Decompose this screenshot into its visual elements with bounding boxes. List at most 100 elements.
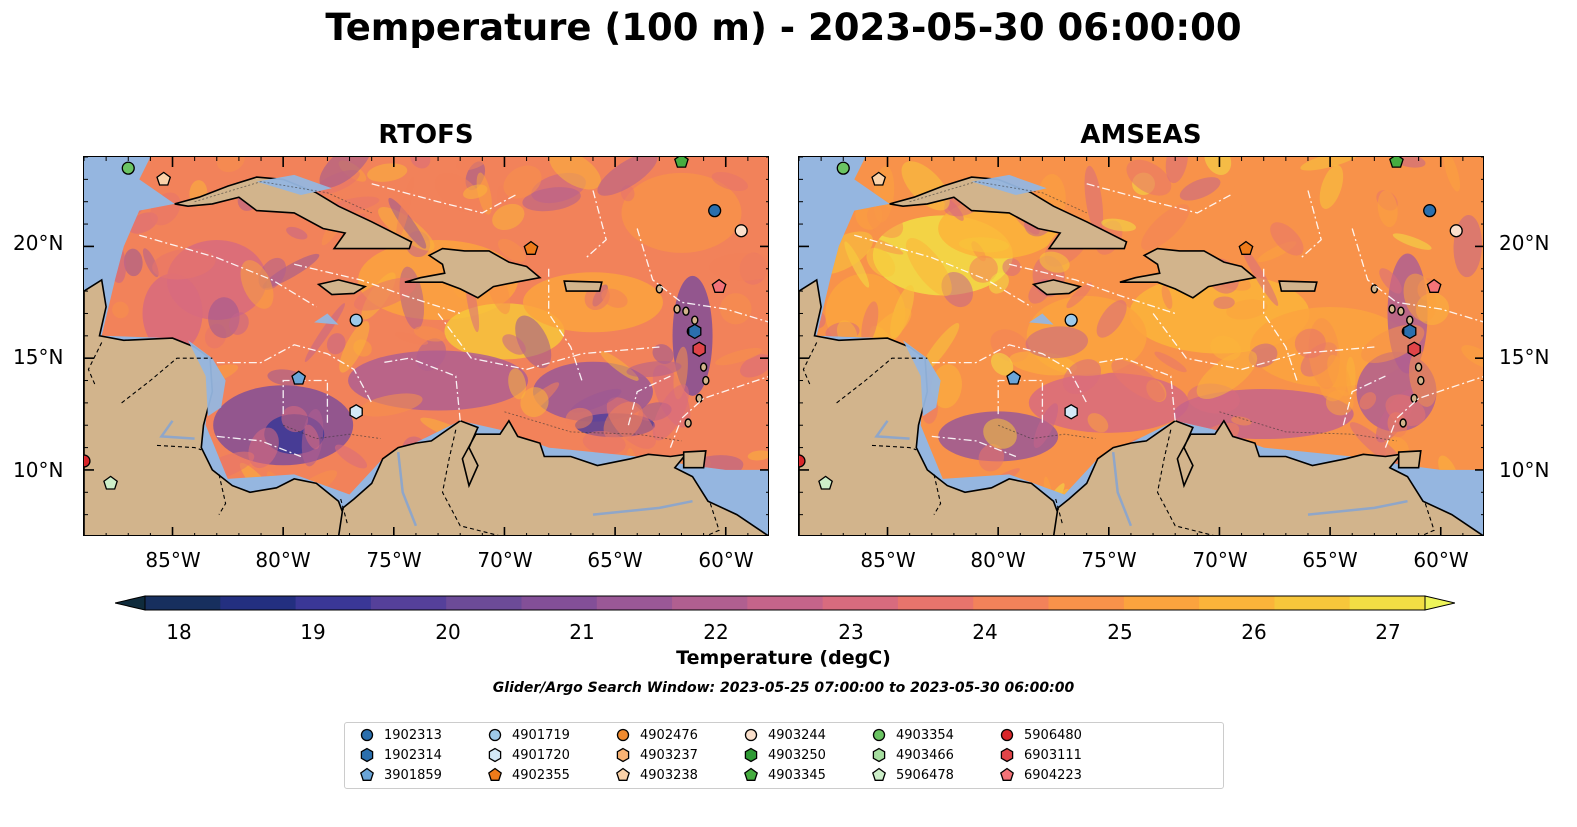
- platform-5906478-marker[interactable]: [818, 475, 833, 490]
- platform-4901719-marker[interactable]: [349, 313, 363, 327]
- legend-marker-4902476: [616, 728, 630, 742]
- platform-4901720-marker[interactable]: [1064, 404, 1078, 420]
- platform-4901720-marker[interactable]: [349, 404, 363, 420]
- legend-label: 6904223: [1024, 767, 1082, 783]
- legend-marker-4901719: [488, 728, 502, 742]
- land-puertoRico: [1278, 280, 1318, 292]
- legend-item-4903244: 4903244: [743, 726, 826, 744]
- platform-1902313-marker[interactable]: [708, 204, 722, 218]
- platform-4903345-marker[interactable]: [1389, 157, 1404, 168]
- platform-4903244-marker[interactable]: [734, 224, 748, 238]
- lon-label-80w-left: 80°W: [255, 548, 311, 572]
- legend-item-4903466: 4903466: [871, 746, 954, 764]
- legend-label: 4903345: [768, 767, 826, 783]
- circle-marker-icon: [1000, 728, 1014, 742]
- hexagon-marker-icon: [744, 747, 758, 763]
- land-hispaniola: [404, 247, 542, 299]
- lat-label-15n-left: 15°N: [13, 345, 64, 369]
- platform-5906480-marker[interactable]: [84, 454, 91, 468]
- legend-item-4903345: 4903345: [743, 766, 826, 784]
- pentagon-marker-icon: [616, 767, 630, 781]
- land-puertoRico: [563, 280, 603, 292]
- legend-item-1902314: 1902314: [359, 746, 442, 764]
- pentagon-marker-icon: [872, 767, 886, 781]
- legend-marker-4903345: [744, 767, 758, 781]
- lon-label-85w-right: 85°W: [860, 548, 916, 572]
- platform-5906480-marker[interactable]: [799, 454, 806, 468]
- hexagon-marker-icon: [872, 747, 886, 763]
- platform-3901859-marker[interactable]: [1006, 370, 1022, 385]
- legend-item-5906480: 5906480: [999, 726, 1082, 744]
- platform-1902314-marker[interactable]: [1403, 323, 1417, 340]
- legend-item-4903237: 4903237: [615, 746, 698, 764]
- platform-1902313-marker[interactable]: [1423, 204, 1437, 218]
- platform-5906478-marker[interactable]: [103, 475, 118, 490]
- platform-4902355-marker[interactable]: [523, 240, 539, 255]
- legend-label: 4901720: [512, 747, 570, 763]
- platform-6904223-marker[interactable]: [711, 278, 727, 293]
- land-cuba: [174, 176, 413, 250]
- legend-marker-1902314: [360, 747, 374, 763]
- legend-label: 4903250: [768, 747, 826, 763]
- platform-4902355-marker[interactable]: [1238, 240, 1254, 255]
- lon-label-65w-left: 65°W: [587, 548, 643, 572]
- lat-label-20n-left: 20°N: [13, 231, 64, 255]
- lat-label-20n-right: 20°N: [1499, 231, 1550, 255]
- colorbar-tick-20: 20: [435, 620, 461, 644]
- legend-label: 4903354: [896, 727, 954, 743]
- legend-marker-4903244: [744, 728, 758, 742]
- legend-marker-4903466: [872, 747, 886, 763]
- legend-label: 4903237: [640, 747, 698, 763]
- legend-item-1902313: 1902313: [359, 726, 442, 744]
- legend-item-4901720: 4901720: [487, 746, 570, 764]
- land-southAmerica: [337, 419, 768, 535]
- platform-3901859-marker[interactable]: [291, 370, 307, 385]
- land-southAmerica: [1052, 419, 1483, 535]
- map-panel-rtofs[interactable]: [83, 156, 769, 536]
- platform-6903111-marker[interactable]: [692, 341, 706, 357]
- hexagon-marker-icon: [488, 747, 502, 763]
- legend-label: 1902314: [384, 747, 442, 763]
- colorbar-extend-high: [1424, 595, 1455, 611]
- circle-marker-icon: [744, 728, 758, 742]
- platform-6904223-marker[interactable]: [1426, 278, 1442, 293]
- platform-4903345-marker[interactable]: [674, 157, 689, 168]
- platform-4903244-marker[interactable]: [1449, 224, 1463, 238]
- legend-item-4902476: 4902476: [615, 726, 698, 744]
- panel-title-amseas: AMSEAS: [1080, 120, 1202, 150]
- land-jamaica: [316, 279, 368, 296]
- platform-4903354-marker[interactable]: [836, 161, 850, 175]
- colorbar-tick-22: 22: [703, 620, 729, 644]
- platform-4903354-marker[interactable]: [121, 161, 135, 175]
- legend-marker-4903354: [872, 728, 886, 742]
- legend-label: 5906480: [1024, 727, 1082, 743]
- colorbar-extend-low: [115, 595, 146, 611]
- platform-4903238-marker[interactable]: [871, 171, 887, 186]
- legend-item-4903250: 4903250: [743, 746, 826, 764]
- pentagon-marker-icon: [744, 767, 758, 781]
- lon-label-60w-left: 60°W: [698, 548, 754, 572]
- lon-label-85w-left: 85°W: [145, 548, 201, 572]
- platform-4901719-marker[interactable]: [1064, 313, 1078, 327]
- legend-item-4903238: 4903238: [615, 766, 698, 784]
- platform-1902314-marker[interactable]: [688, 323, 702, 340]
- legend-marker-4903237: [616, 747, 630, 763]
- map-panel-amseas[interactable]: [798, 156, 1484, 536]
- legend-label: 4902355: [512, 767, 570, 783]
- hexagon-marker-icon: [616, 747, 630, 763]
- legend-marker-5906478: [872, 767, 886, 781]
- hexagon-marker-icon: [1000, 747, 1014, 763]
- lon-label-80w-right: 80°W: [970, 548, 1026, 572]
- legend-label: 1902313: [384, 727, 442, 743]
- platform-6903111-marker[interactable]: [1407, 341, 1421, 357]
- colorbar-tick-27: 27: [1375, 620, 1401, 644]
- circle-marker-icon: [872, 728, 886, 742]
- lat-label-15n-right: 15°N: [1499, 345, 1550, 369]
- platform-4903238-marker[interactable]: [156, 171, 172, 186]
- colorbar-tick-25: 25: [1107, 620, 1133, 644]
- lon-label-60w-right: 60°W: [1413, 548, 1469, 572]
- colorbar-tick-19: 19: [300, 620, 326, 644]
- figure-title: Temperature (100 m) - 2023-05-30 06:00:0…: [325, 6, 1242, 49]
- lat-label-10n-right: 10°N: [1499, 458, 1550, 482]
- land-jamaica: [1031, 279, 1083, 296]
